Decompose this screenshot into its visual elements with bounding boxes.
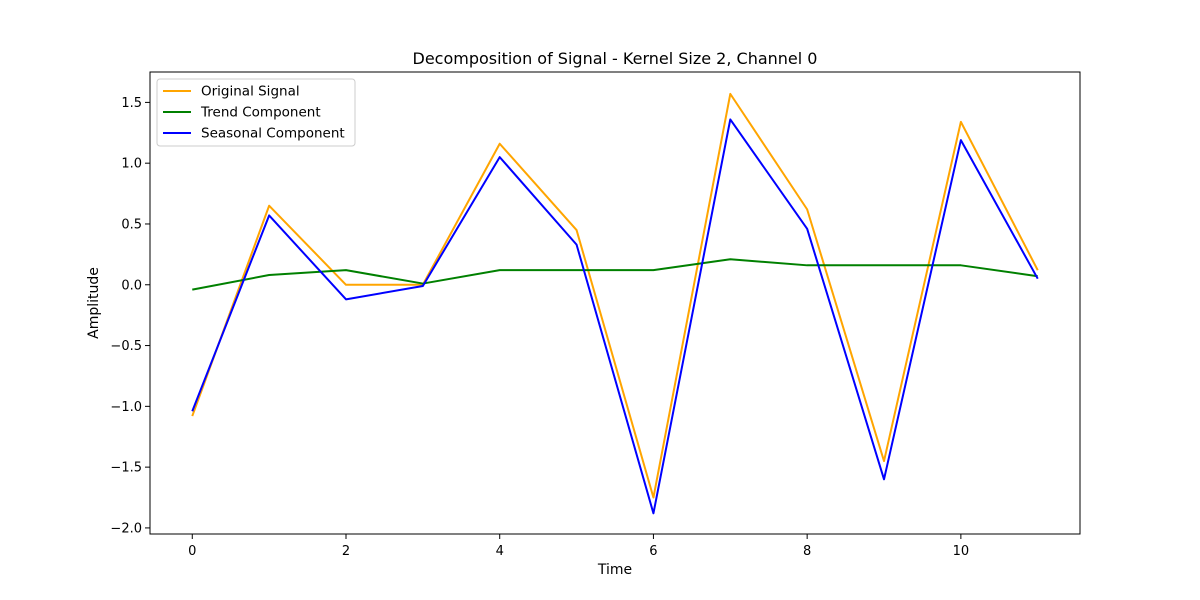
legend: Original Signal Trend Component Seasonal C…	[156, 78, 356, 147]
x-tick-label: 2	[342, 544, 350, 559]
x-tick-label: 0	[188, 544, 196, 559]
x-tick-label: 10	[953, 544, 970, 559]
series-line-0	[191, 92, 1039, 499]
y-tick-label: 0.5	[121, 217, 142, 232]
y-tick-label: −1.0	[110, 400, 142, 415]
x-tick-label: 4	[496, 544, 504, 559]
legend-box	[156, 78, 356, 147]
axes-ticks: 0 2 4 6 8 10 −2.0 −1.5 −1.0 −0.5 0.0 0.5 1.0 1.5	[110, 96, 969, 559]
series-line-2	[191, 118, 1039, 515]
y-tick-label: −1.5	[110, 461, 142, 476]
legend-label-0: Original Signal	[201, 84, 300, 100]
y-tick-label: −0.5	[110, 339, 142, 354]
y-tick-label: 1.5	[121, 96, 142, 111]
x-axis-label: Time	[597, 562, 632, 578]
y-tick-label: 1.0	[121, 157, 142, 172]
x-tick-label: 8	[803, 544, 811, 559]
x-tick-label: 6	[649, 544, 657, 559]
plot-area	[191, 92, 1039, 515]
y-tick-label: −2.0	[110, 521, 142, 536]
plot-frame	[149, 71, 1081, 535]
series-line-1	[192, 258, 1038, 291]
y-axis-label: Amplitude	[86, 267, 102, 339]
y-tick-label: 0.0	[121, 278, 142, 293]
legend-label-1: Trend Component	[200, 105, 321, 121]
legend-label-2: Seasonal Component	[201, 126, 345, 142]
chart-title: Decomposition of Signal - Kernel Size 2,…	[413, 49, 818, 68]
